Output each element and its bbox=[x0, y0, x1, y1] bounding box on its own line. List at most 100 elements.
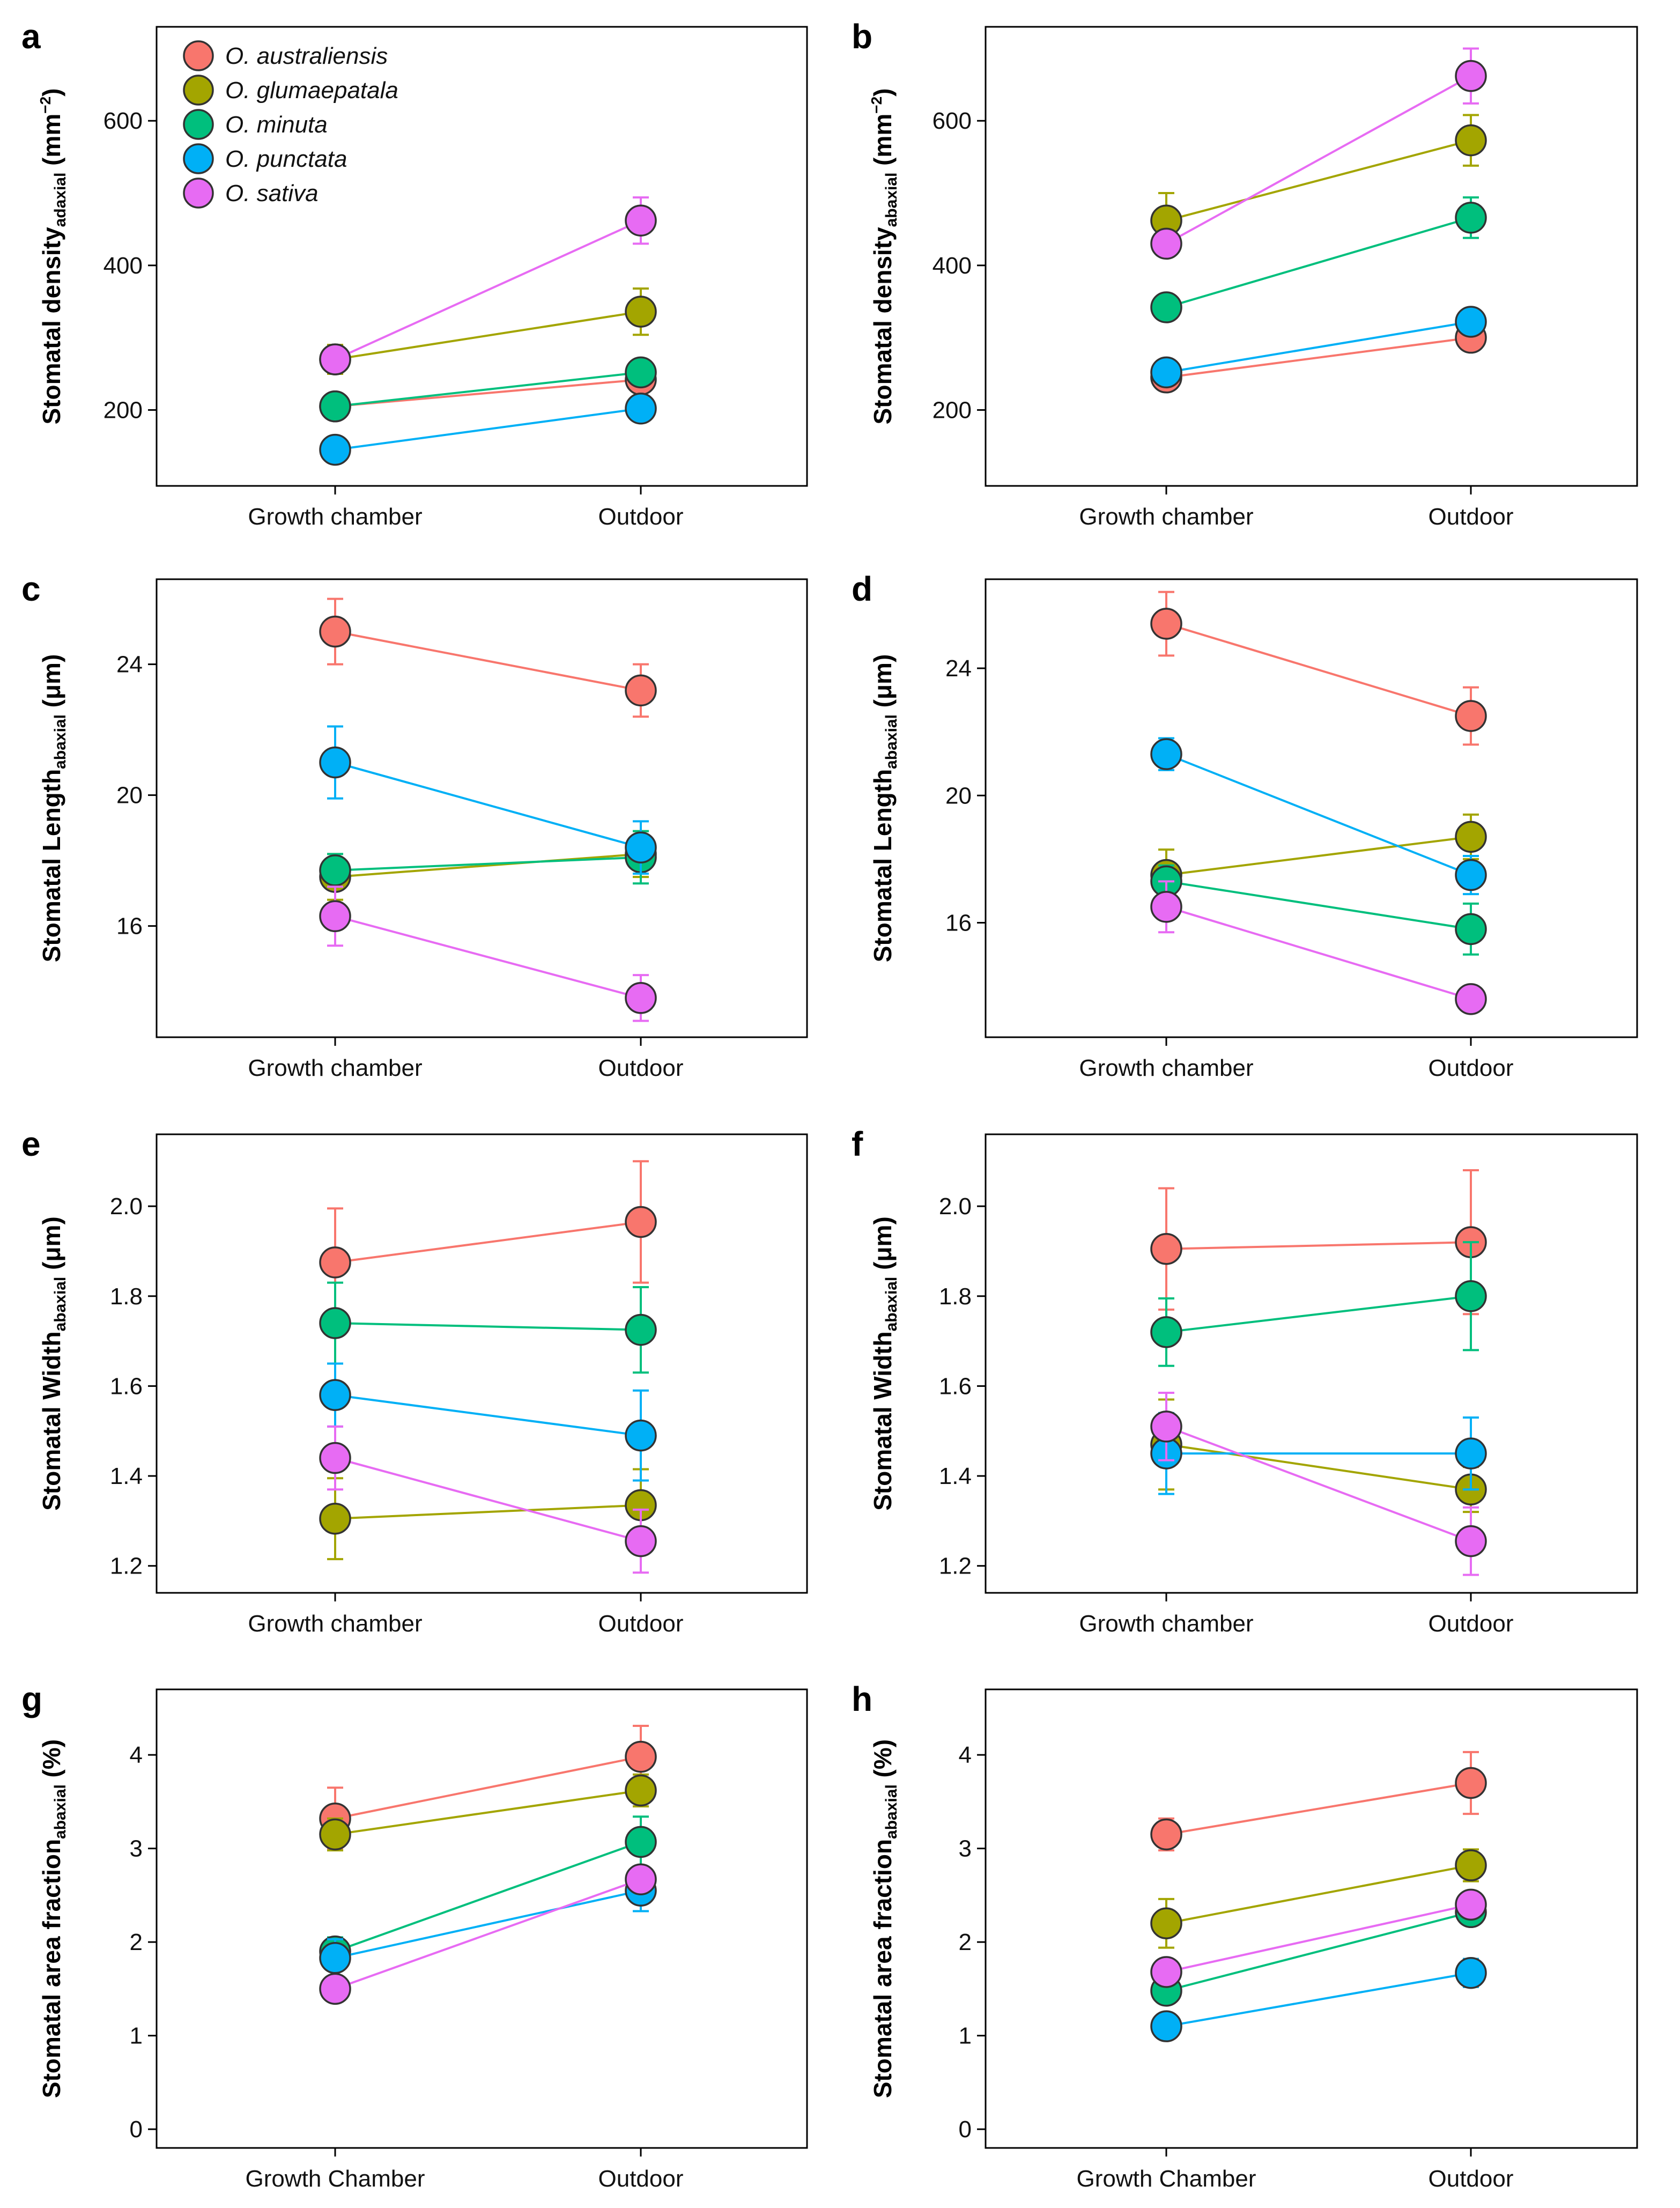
y-tick-label: 3 bbox=[130, 1836, 143, 1862]
x-tick-label: Growth chamber bbox=[248, 1611, 422, 1637]
x-tick-label: Growth chamber bbox=[248, 1055, 422, 1081]
panel-label: h bbox=[852, 1680, 872, 1718]
legend: O. australiensis O. glumaepatala O. minuta… bbox=[183, 40, 398, 209]
y-axis-title: Stomatal Lengthabaxial (μm) bbox=[869, 654, 900, 963]
data-point bbox=[625, 1740, 657, 1773]
series-line bbox=[335, 915, 641, 999]
y-tick-label: 20 bbox=[945, 782, 972, 809]
x-tick-label: Outdoor bbox=[1429, 1611, 1514, 1637]
y-tick-label: 400 bbox=[932, 253, 972, 279]
y-axis-title: Stomatal densityabaxial (mm−2) bbox=[868, 88, 900, 425]
x-tick-label: Growth chamber bbox=[1079, 1055, 1253, 1081]
series-o--minuta bbox=[319, 1281, 657, 1374]
panel-label: d bbox=[852, 570, 872, 608]
panel-label: a bbox=[21, 17, 41, 56]
y-title-unit: (μm) bbox=[38, 654, 65, 714]
series-line bbox=[1166, 905, 1471, 1000]
y-title-unit: (μm) bbox=[869, 1216, 897, 1276]
plot-frame bbox=[985, 1688, 1638, 2149]
series-o--australiensis bbox=[1150, 1169, 1487, 1316]
y-title-main: Stomatal area fraction bbox=[38, 1839, 65, 2098]
data-point bbox=[1455, 60, 1487, 92]
data-point bbox=[1455, 1956, 1487, 1989]
y-tick-label: 24 bbox=[945, 655, 972, 682]
legend-label: O. australiensis bbox=[225, 43, 388, 69]
y-tick-label: 200 bbox=[932, 397, 972, 423]
data-point bbox=[1455, 1849, 1487, 1881]
data-point bbox=[625, 356, 657, 389]
plot-frame bbox=[985, 578, 1638, 1038]
data-point bbox=[1150, 1907, 1182, 1939]
panel-label: e bbox=[21, 1125, 41, 1163]
data-point bbox=[1455, 124, 1487, 157]
series-o--glumaepatala bbox=[319, 1468, 657, 1561]
series-o--minuta bbox=[319, 356, 657, 423]
series-o--sativa bbox=[319, 1863, 657, 2005]
series-line bbox=[1166, 1425, 1471, 1542]
series-line bbox=[1166, 1295, 1471, 1333]
y-title-main: Stomatal area fraction bbox=[869, 1839, 897, 2098]
plot-frame bbox=[985, 1133, 1638, 1594]
y-title-main: Stomatal Width bbox=[38, 1331, 65, 1510]
x-tick-label: Outdoor bbox=[598, 1055, 684, 1081]
y-title-main: Stomatal Length bbox=[38, 769, 65, 962]
series-line bbox=[1166, 321, 1471, 374]
y-title-unit: (mm bbox=[869, 114, 897, 173]
data-point bbox=[1150, 2010, 1182, 2042]
y-title-unit: (%) bbox=[38, 1739, 65, 1784]
series-o--sativa bbox=[1150, 1391, 1487, 1576]
y-axis-title: Stomatal densityadaxial (mm−2) bbox=[37, 88, 69, 425]
series-o--minuta bbox=[319, 830, 657, 888]
legend-label: O. minuta bbox=[225, 112, 328, 138]
series-line bbox=[335, 378, 641, 408]
panel-label: f bbox=[852, 1125, 863, 1163]
legend-marker bbox=[183, 143, 214, 174]
x-tick-label: Outdoor bbox=[598, 2166, 684, 2192]
series-line bbox=[335, 856, 641, 872]
x-tick-label: Growth chamber bbox=[1079, 1611, 1253, 1637]
data-point bbox=[1150, 1956, 1182, 1988]
series-o--glumaepatala bbox=[319, 1773, 657, 1852]
series-o--glumaepatala bbox=[319, 830, 657, 901]
y-tick-label: 1.8 bbox=[939, 1283, 972, 1310]
data-point bbox=[319, 615, 351, 648]
data-point bbox=[625, 831, 657, 863]
data-point bbox=[1455, 1437, 1487, 1469]
series-line bbox=[1166, 1971, 1471, 2028]
panel-label: c bbox=[21, 570, 41, 608]
y-title-unit-close: ) bbox=[869, 88, 897, 97]
series-o--punctata bbox=[319, 725, 657, 875]
y-tick-label: 1.4 bbox=[939, 1463, 972, 1489]
y-axis-title: Stomatal Widthabaxial (μm) bbox=[869, 1216, 900, 1511]
data-point bbox=[319, 1942, 351, 1974]
series-line bbox=[335, 1889, 641, 1959]
series-o--australiensis bbox=[1150, 590, 1487, 746]
panel-label: g bbox=[21, 1680, 42, 1718]
series-o--sativa bbox=[1150, 1888, 1487, 1988]
data-point bbox=[625, 982, 657, 1014]
series-line bbox=[335, 1878, 641, 1990]
data-point bbox=[1150, 291, 1182, 323]
data-point bbox=[319, 1973, 351, 2005]
data-point bbox=[319, 433, 351, 466]
data-point bbox=[625, 1313, 657, 1346]
series-o--punctata bbox=[1150, 1956, 1487, 2042]
data-point bbox=[1150, 608, 1182, 640]
data-point bbox=[625, 393, 657, 425]
y-axis-title: Stomatal area fractionabaxial (%) bbox=[38, 1739, 69, 2098]
series-o--glumaepatala bbox=[1150, 114, 1487, 249]
series-line bbox=[335, 1504, 641, 1520]
x-tick-label: Outdoor bbox=[1429, 1055, 1514, 1081]
y-title-unit: (μm) bbox=[38, 1216, 65, 1276]
series-line bbox=[1166, 753, 1471, 876]
y-tick-label: 24 bbox=[116, 652, 143, 678]
data-point bbox=[1455, 1525, 1487, 1557]
y-title-unit: (%) bbox=[869, 1739, 897, 1784]
data-point bbox=[625, 1863, 657, 1895]
series-o--minuta bbox=[1150, 1241, 1487, 1367]
series-o--australiensis bbox=[319, 1160, 657, 1318]
data-point bbox=[625, 1206, 657, 1238]
y-tick-label: 2.0 bbox=[110, 1193, 143, 1220]
series-line bbox=[1166, 880, 1471, 931]
